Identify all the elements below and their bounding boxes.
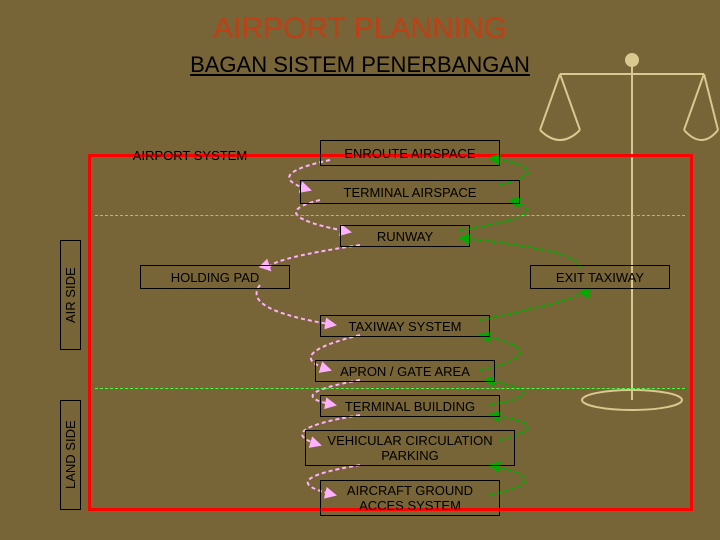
page-title: AIRPORT PLANNING bbox=[0, 0, 720, 46]
box-terminal-air: TERMINAL AIRSPACE bbox=[300, 180, 520, 204]
box-runway: RUNWAY bbox=[340, 225, 470, 247]
box-enroute: ENROUTE AIRSPACE bbox=[320, 140, 500, 166]
box-apron: APRON / GATE AREA bbox=[315, 360, 495, 382]
box-exit-taxi: EXIT TAXIWAY bbox=[530, 265, 670, 289]
box-airport-system: AIRPORT SYSTEM bbox=[120, 145, 260, 165]
box-aircraft-gnd: AIRCRAFT GROUND ACCES SYSTEM bbox=[320, 480, 500, 516]
page-subtitle: BAGAN SISTEM PENERBANGAN bbox=[0, 52, 720, 78]
box-holding: HOLDING PAD bbox=[140, 265, 290, 289]
box-vehicular: VEHICULAR CIRCULATION PARKING bbox=[305, 430, 515, 466]
box-taxiway: TAXIWAY SYSTEM bbox=[320, 315, 490, 337]
box-terminal-bld: TERMINAL BUILDING bbox=[320, 395, 500, 417]
diagram-area: AIRPORT SYSTEM ENROUTE AIRSPACE TERMINAL A… bbox=[60, 120, 700, 520]
land-side-label: LAND SIDE bbox=[60, 400, 81, 510]
air-side-label: AIR SIDE bbox=[60, 240, 81, 350]
divider-0 bbox=[95, 215, 685, 216]
divider-1 bbox=[95, 388, 685, 389]
